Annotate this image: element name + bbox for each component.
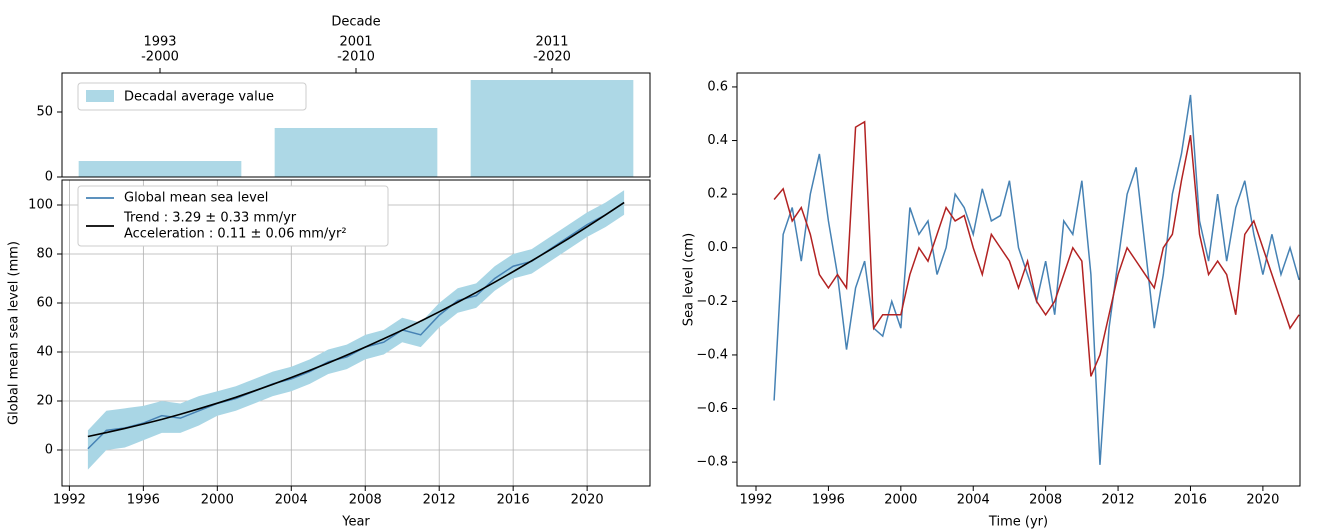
x-tick-label: 2020 — [571, 493, 604, 508]
legend-label: Global mean sea level — [124, 191, 268, 206]
y-tick-label: 60 — [36, 295, 53, 310]
x-tick-label: 2008 — [349, 493, 382, 508]
y-tick-label: 0.2 — [707, 187, 728, 202]
frame — [61, 179, 651, 487]
uncertainty-band — [87, 190, 625, 470]
x-axis-label: Time (yr) — [988, 515, 1048, 530]
x-tick-label: 2000 — [884, 493, 917, 508]
top-tick-label: 2011 -2020 — [533, 34, 571, 64]
y-axis-label: Sea level (cm) — [682, 233, 697, 326]
y-tick-label: 80 — [36, 246, 53, 261]
y-tick-label: −0.8 — [696, 455, 728, 470]
frame — [736, 72, 1301, 487]
data-line — [87, 201, 625, 438]
data-line — [773, 120, 1300, 377]
x-tick-label: 2016 — [1174, 493, 1207, 508]
x-tick-label: 2004 — [275, 493, 308, 508]
top-tick-label: 2001 -2010 — [337, 34, 375, 64]
legend-label: Acceleration : 0.11 ± 0.06 mm/yr² — [124, 227, 347, 242]
top-tick-label: 1993 -2000 — [141, 34, 179, 64]
x-tick-label: 1992 — [53, 493, 86, 508]
x-tick-label: 1996 — [127, 493, 160, 508]
x-tick-label: 2000 — [201, 493, 234, 508]
bar — [274, 127, 438, 177]
frame — [61, 72, 651, 178]
y-tick-label: 100 — [28, 197, 53, 212]
x-tick-label: 1992 — [739, 493, 772, 508]
y-tick-label: 40 — [36, 344, 53, 359]
y-tick-label: 0.6 — [707, 79, 728, 94]
y-tick-label: 20 — [36, 393, 53, 408]
legend-box — [77, 82, 307, 111]
y-tick-label: 0 — [45, 170, 53, 185]
y-tick-label: 0 — [45, 442, 53, 457]
x-axis-label: Year — [341, 515, 370, 530]
y-axis-label: Global mean sea level (mm) — [7, 241, 22, 425]
x-tick-label: 2020 — [1246, 493, 1279, 508]
bar — [78, 161, 242, 177]
x-tick-label: 2012 — [1102, 493, 1135, 508]
legend-swatch — [86, 90, 114, 102]
y-tick-label: −0.2 — [696, 294, 728, 309]
top-axis-title: Decade — [331, 15, 380, 30]
legend-label: Trend : 3.29 ± 0.33 mm/yr — [123, 211, 297, 226]
y-tick-label: −0.4 — [696, 347, 728, 362]
y-tick-label: −0.6 — [696, 401, 728, 416]
x-tick-label: 2016 — [497, 493, 530, 508]
x-tick-label: 2008 — [1029, 493, 1062, 508]
y-tick-label: 50 — [36, 105, 53, 120]
data-line — [773, 94, 1300, 465]
x-tick-label: 2004 — [957, 493, 990, 508]
legend-box — [77, 185, 389, 247]
y-tick-label: 0.4 — [707, 133, 728, 148]
y-tick-label: 0.0 — [707, 240, 728, 255]
x-tick-label: 1996 — [812, 493, 845, 508]
legend-label: Decadal average value — [124, 90, 274, 105]
x-tick-label: 2012 — [423, 493, 456, 508]
bar — [470, 80, 634, 177]
